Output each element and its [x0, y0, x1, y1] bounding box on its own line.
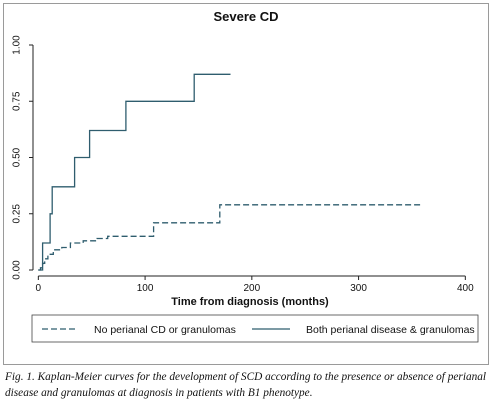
- figure-frame: [3, 3, 489, 365]
- x-tick-label: 100: [137, 283, 154, 294]
- y-tick-label: 0.25: [12, 204, 23, 224]
- x-axis-label: Time from diagnosis (months): [171, 296, 329, 308]
- series-both-perianal-granulomas-line: [38, 73, 231, 271]
- y-tick-label: 0.00: [12, 260, 23, 280]
- kaplan-meier-chart: Severe CD 0.00 0.25 0.50 0.75 1.00 0 100 200 300…: [12, 9, 479, 343]
- x-tick-label: 300: [350, 283, 367, 294]
- x-tick-label: 200: [243, 283, 260, 294]
- series-no-perianal-line: [38, 204, 423, 271]
- legend-label: Both perianal disease & granulomas: [306, 324, 475, 336]
- legend: No perianal CD or granulomas Both periana…: [42, 324, 475, 336]
- y-tick-label: 0.75: [12, 91, 23, 111]
- legend-label: No perianal CD or granulomas: [94, 324, 236, 336]
- legend-box: [31, 314, 479, 343]
- y-tick-label: 1.00: [12, 35, 23, 55]
- series-layer: [38, 73, 423, 271]
- y-tick-label: 0.50: [12, 147, 23, 167]
- axes: 0.00 0.25 0.50 0.75 1.00 0 100 200 300 400: [12, 35, 474, 294]
- x-tick-label: 0: [36, 283, 42, 294]
- x-tick-label: 400: [457, 283, 474, 294]
- figure-caption: Fig. 1. Kaplan-Meier curves for the deve…: [5, 371, 487, 399]
- chart-title: Severe CD: [213, 9, 278, 24]
